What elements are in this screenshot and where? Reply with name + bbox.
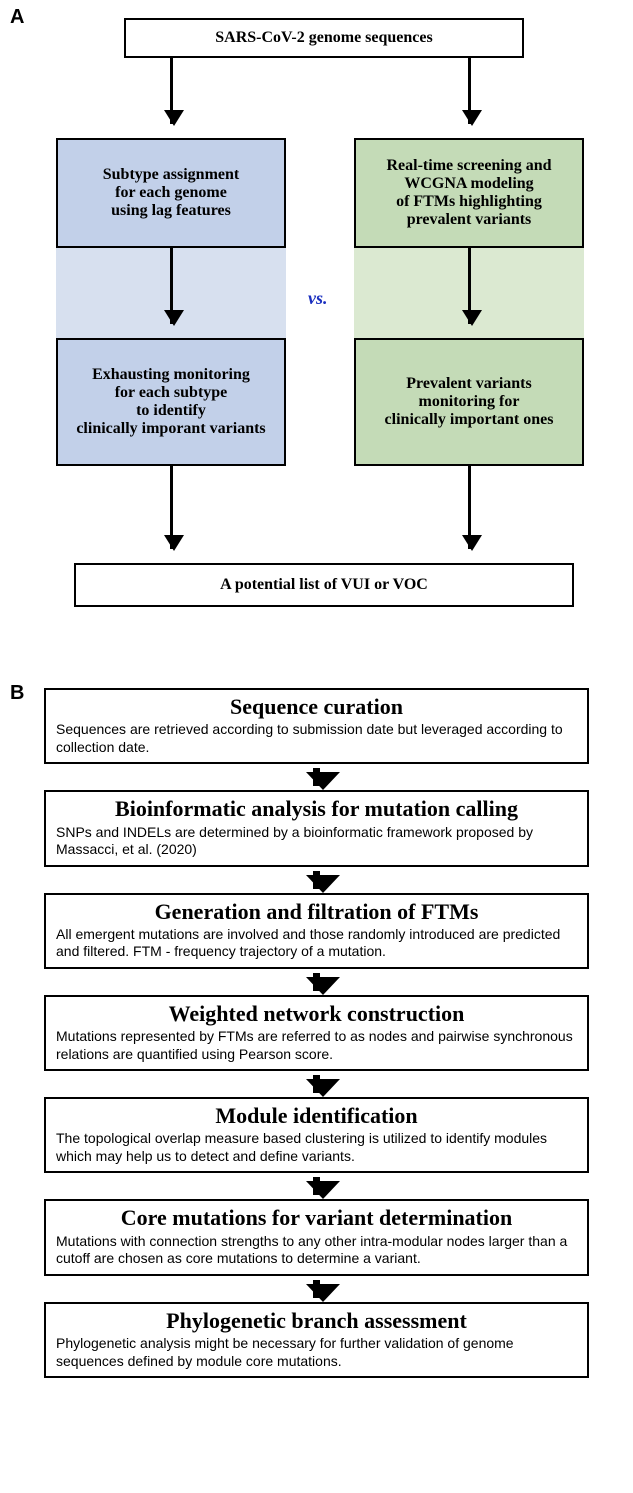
panel-a-label: A bbox=[10, 6, 24, 29]
step-title-1: Sequence curation bbox=[56, 694, 577, 719]
step-desc-2: SNPs and INDELs are determined by a bioi… bbox=[56, 824, 577, 859]
step-arrow-1 bbox=[313, 768, 320, 786]
arrow-right-mid bbox=[468, 248, 471, 324]
step-desc-1: Sequences are retrieved according to sub… bbox=[56, 721, 577, 756]
step-title-7: Phylogenetic branch assessment bbox=[56, 1308, 577, 1333]
panel-b: B Sequence curationSequences are retriev… bbox=[14, 688, 619, 1378]
panel-b-label: B bbox=[10, 682, 24, 705]
left-box-2-text: Exhausting monitoringfor each subtypeto … bbox=[76, 366, 265, 438]
step-title-4: Weighted network construction bbox=[56, 1001, 577, 1026]
arrow-left-mid bbox=[170, 248, 173, 324]
step-desc-4: Mutations represented by FTMs are referr… bbox=[56, 1028, 577, 1063]
left-box-1-text: Subtype assignmentfor each genomeusing l… bbox=[103, 166, 239, 220]
step-box-4: Weighted network constructionMutations r… bbox=[44, 995, 589, 1071]
right-box-2: Prevalent variantsmonitoring forclinical… bbox=[354, 338, 584, 466]
right-box-1: Real-time screening andWCGNA modelingof … bbox=[354, 138, 584, 248]
right-box-1-text: Real-time screening andWCGNA modelingof … bbox=[386, 157, 551, 229]
step-title-6: Core mutations for variant determination bbox=[56, 1205, 577, 1230]
step-arrow-4 bbox=[313, 1075, 320, 1093]
step-box-2: Bioinformatic analysis for mutation call… bbox=[44, 790, 589, 866]
top-input-text: SARS-CoV-2 genome sequences bbox=[215, 29, 432, 47]
step-title-2: Bioinformatic analysis for mutation call… bbox=[56, 796, 577, 821]
arrow-top-to-right bbox=[468, 58, 471, 124]
step-desc-7: Phylogenetic analysis might be necessary… bbox=[56, 1335, 577, 1370]
arrow-top-to-left bbox=[170, 58, 173, 124]
arrow-right-to-bottom bbox=[468, 466, 471, 549]
step-box-6: Core mutations for variant determination… bbox=[44, 1199, 589, 1275]
step-arrow-5 bbox=[313, 1177, 320, 1195]
step-title-5: Module identification bbox=[56, 1103, 577, 1128]
bottom-output-text: A potential list of VUI or VOC bbox=[220, 576, 428, 594]
step-arrow-3 bbox=[313, 973, 320, 991]
vs-label: vs. bbox=[308, 288, 328, 309]
bottom-output-box: A potential list of VUI or VOC bbox=[74, 563, 574, 607]
left-box-2: Exhausting monitoringfor each subtypeto … bbox=[56, 338, 286, 466]
step-box-7: Phylogenetic branch assessmentPhylogenet… bbox=[44, 1302, 589, 1378]
step-desc-3: All emergent mutations are involved and … bbox=[56, 926, 577, 961]
step-title-3: Generation and filtration of FTMs bbox=[56, 899, 577, 924]
top-input-box: SARS-CoV-2 genome sequences bbox=[124, 18, 524, 58]
right-box-2-text: Prevalent variantsmonitoring forclinical… bbox=[385, 375, 554, 429]
panel-a: A SARS-CoV-2 genome sequences Subtype as… bbox=[14, 8, 619, 678]
left-box-1: Subtype assignmentfor each genomeusing l… bbox=[56, 138, 286, 248]
step-box-5: Module identificationThe topological ove… bbox=[44, 1097, 589, 1173]
step-arrow-6 bbox=[313, 1280, 320, 1298]
step-desc-6: Mutations with connection strengths to a… bbox=[56, 1233, 577, 1268]
arrow-left-to-bottom bbox=[170, 466, 173, 549]
step-box-3: Generation and filtration of FTMsAll eme… bbox=[44, 893, 589, 969]
step-arrow-2 bbox=[313, 871, 320, 889]
step-desc-5: The topological overlap measure based cl… bbox=[56, 1130, 577, 1165]
step-box-1: Sequence curationSequences are retrieved… bbox=[44, 688, 589, 764]
